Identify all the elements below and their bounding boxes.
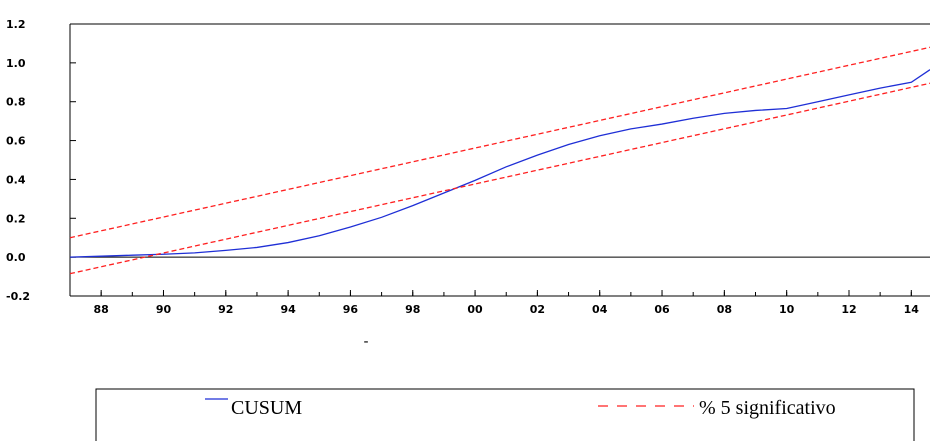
x-tick-label: 04 [592, 303, 608, 316]
y-tick-label: 1.0 [6, 57, 26, 70]
x-tick-label: 88 [94, 303, 109, 316]
y-axis-tick-labels: 1.2 1.0 0.8 0.6 0.4 0.2 0.0 -0.2 [6, 18, 30, 303]
chart-axes [69, 23, 930, 297]
y-tick-label: 0.2 [6, 212, 26, 225]
legend-label-significance: % 5 significativo [699, 397, 836, 419]
x-tick-label: 96 [343, 303, 359, 316]
y-tick-label: 0.8 [6, 96, 26, 109]
x-tick-label: 06 [654, 303, 670, 316]
series-line-lower-bound [69, 82, 930, 275]
y-tick-label: 0.0 [6, 251, 26, 264]
chart-series [69, 46, 930, 275]
series-line-cusum [69, 69, 930, 258]
x-tick-label: 00 [467, 303, 483, 316]
y-tick-label: 1.2 [6, 18, 26, 31]
stray-mark: - [363, 334, 368, 350]
x-tick-label: 98 [405, 303, 420, 316]
x-tick-label: 02 [530, 303, 545, 316]
y-tick-label: 0.6 [6, 135, 26, 148]
legend: CUSUM % 5 significativo [95, 388, 915, 441]
x-tick-label: 08 [717, 303, 732, 316]
series-line-upper-bound [69, 46, 930, 239]
x-tick-label: 94 [280, 303, 296, 316]
y-tick-label: 0.4 [6, 173, 26, 186]
x-tick-label: 92 [218, 303, 233, 316]
x-tick-label: 14 [904, 303, 920, 316]
y-tick-label: -0.2 [6, 290, 30, 303]
legend-box [95, 388, 915, 441]
legend-label-cusum: CUSUM [231, 397, 302, 419]
x-tick-label: 10 [779, 303, 795, 316]
x-tick-label: 12 [841, 303, 856, 316]
x-tick-label: 90 [156, 303, 172, 316]
x-axis-tick-labels: 88 90 92 94 96 98 00 02 04 06 08 10 12 14 [94, 303, 920, 316]
